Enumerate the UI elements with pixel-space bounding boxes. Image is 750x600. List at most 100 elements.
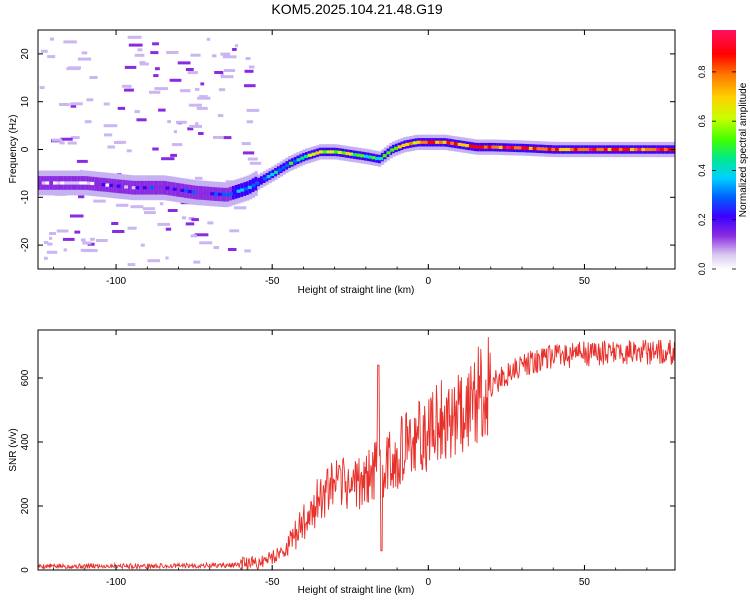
- snr-y-axis-label: SNR (v/v): [8, 428, 19, 471]
- snr-x-ticks: -100 -50 0 50: [53, 330, 648, 588]
- spectrogram-noise-cell: [59, 103, 70, 106]
- spectrogram-noise-cell: [40, 49, 48, 53]
- spectrogram-noise-cell: [70, 104, 77, 108]
- spectrogram-noise-cell: [140, 243, 145, 247]
- spectrogram-ridge-cell: [79, 181, 84, 185]
- spectrogram-noise-cell: [121, 84, 132, 88]
- spectrogram-ridge-cell: [94, 182, 99, 186]
- spectrogram-noise-cell: [70, 214, 84, 218]
- spectrogram-ridge-cell: [416, 140, 421, 144]
- spectrogram-ridge-cell: [352, 153, 357, 157]
- spectrogram-noise-cell: [189, 124, 199, 128]
- spectrogram-noise-cell: [242, 151, 255, 155]
- spectrogram-noise-cell: [197, 96, 211, 100]
- spectrogram-ridge-cell: [607, 147, 612, 152]
- spectrogram-ridge-cell: [101, 183, 106, 187]
- spectrogram-ridge-cell: [266, 175, 271, 179]
- spectrogram-noise-cell: [124, 88, 134, 92]
- spectrogram-noise-cell: [188, 103, 202, 107]
- spectrogram-noise-cell: [93, 199, 106, 203]
- spectrogram-noise-cell: [111, 222, 119, 225]
- spectrogram-noise-cell: [44, 256, 48, 260]
- spectrogram-noise-cell: [199, 95, 208, 99]
- spectrogram-ridge-cell: [536, 147, 541, 151]
- spectrogram-noise-cell: [187, 127, 194, 131]
- spectrogram-noise-cell: [170, 153, 177, 157]
- spectrogram-ridge-cell: [124, 185, 129, 189]
- spectrogram-noise-cell: [116, 140, 127, 144]
- spectrogram-noise-cell: [222, 55, 237, 59]
- spectrogram-noise-cell: [80, 248, 95, 252]
- spectrogram-ridge-cell: [217, 192, 222, 196]
- spectrogram-ridge-cell: [199, 191, 204, 195]
- spectrogram-ridge-cell: [146, 186, 151, 190]
- spectrogram-ridge-cell: [510, 146, 515, 150]
- x-tick-label: 0: [426, 276, 432, 287]
- spectrogram-ridge-cell: [68, 181, 72, 185]
- spectrogram-ridge-cell: [465, 144, 470, 148]
- spectrogram-noise-cell: [177, 61, 191, 65]
- y-tick-label: -20: [20, 237, 31, 252]
- spectrogram-ridge-cell: [225, 193, 230, 197]
- colorbar-tick-label: 0.0: [697, 263, 707, 276]
- spectrogram-noise-cell: [218, 88, 226, 92]
- spectrogram-ridge-cell: [341, 151, 346, 155]
- spectrogram-ridge-cell: [656, 147, 661, 152]
- spectrogram-ridge-cell: [397, 145, 402, 149]
- spectrogram-x-ticks: -100 -50 0 50: [53, 30, 648, 287]
- x-tick-label: -50: [265, 276, 280, 287]
- spectrogram-ridge-cell: [165, 186, 170, 190]
- spectrogram-ridge-cell: [326, 150, 331, 154]
- spectrogram-ridge-cell: [184, 189, 189, 193]
- spectrogram-ridge-cell: [435, 140, 440, 144]
- spectrogram-noise-cell: [246, 108, 260, 112]
- spectrogram-noise-cell: [190, 53, 201, 57]
- y-tick-label: 400: [20, 433, 31, 450]
- spectrogram-ridge-cell: [618, 147, 623, 152]
- spectrogram-ridge-cell: [446, 141, 451, 145]
- spectrogram-ridge-cell: [558, 147, 563, 152]
- spectrogram-noise-cell: [152, 147, 159, 151]
- spectrogram-noise-cell: [77, 57, 92, 61]
- spectrogram-noise-cell: [194, 233, 209, 237]
- spectrogram-noise-cell: [171, 143, 183, 147]
- spectrogram-noise-cell: [194, 176, 203, 180]
- spectrogram-ridge-cell: [176, 188, 181, 192]
- spectrogram-noise-cell: [78, 195, 85, 199]
- spectrogram-ridge-cell: [281, 166, 286, 170]
- spectrogram-noise-cell: [157, 222, 171, 226]
- spectrogram-ridge-cell: [588, 147, 593, 152]
- spectrogram-noise-cell: [229, 229, 240, 233]
- spectrogram-ridge-cell: [570, 147, 575, 152]
- spectrogram-ridge-cell: [311, 152, 316, 156]
- spectrogram-noise-cell: [128, 43, 143, 47]
- spectrogram-ridge-cell: [221, 193, 226, 197]
- spectrogram-ridge-cell: [90, 181, 95, 186]
- spectrogram-cells: [38, 35, 675, 267]
- spectrogram-noise-cell: [185, 68, 194, 71]
- spectrogram-noise-cell: [134, 53, 145, 57]
- spectrogram-noise-cell: [180, 89, 190, 93]
- spectrogram-ridge-cell: [64, 181, 69, 185]
- spectrogram-ridge-cell: [472, 145, 477, 149]
- spectrogram-x-axis-label: Height of straight line (km): [298, 285, 415, 296]
- spectrogram-ridge-cell: [457, 142, 462, 146]
- spectrogram-noise-cell: [245, 57, 251, 60]
- spectrogram-ridge-cell: [555, 147, 560, 152]
- spectrogram-ridge-cell: [315, 151, 320, 155]
- spectrogram-noise-cell: [246, 120, 254, 124]
- spectrogram-noise-cell: [244, 84, 256, 88]
- spectrogram-noise-cell: [161, 157, 175, 161]
- spectrogram-ridge-cell: [53, 181, 57, 185]
- spectrogram-ridge-cell: [202, 191, 207, 195]
- spectrogram-noise-cell: [195, 122, 199, 126]
- spectrogram-ridge-cell: [187, 190, 192, 194]
- spectrogram-ridge-cell: [645, 147, 649, 152]
- spectrogram-ridge-cell: [262, 177, 267, 181]
- spectrogram-ridge-cell: [195, 191, 200, 195]
- spectrogram-ridge-cell: [56, 181, 61, 185]
- spectrogram-noise-cell: [47, 55, 56, 59]
- spectrogram-ridge-cell: [41, 181, 46, 185]
- spectrogram-ridge-cell: [386, 151, 391, 155]
